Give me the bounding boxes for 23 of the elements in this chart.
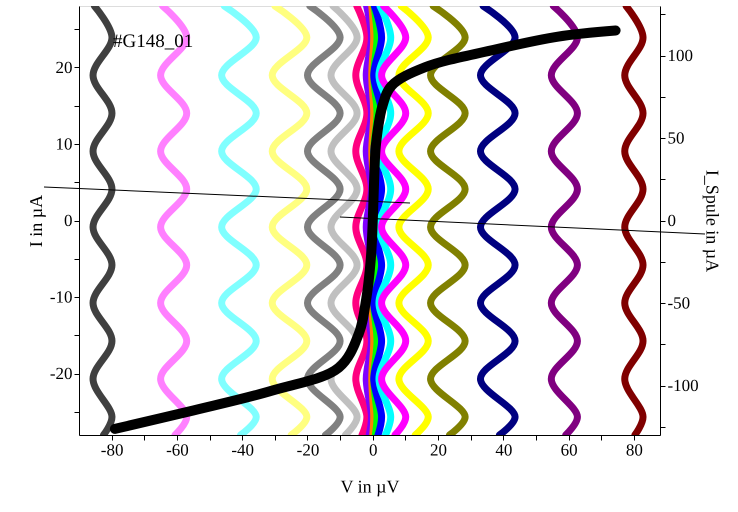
- x-tick-label: 0: [369, 440, 378, 460]
- y-tick-label: 20: [56, 58, 72, 77]
- y-tick-label: 0: [64, 211, 72, 230]
- y2-tick-label: 100: [668, 46, 693, 65]
- x-tick-label: 40: [495, 440, 512, 460]
- y2-tick-label: -50: [668, 294, 690, 312]
- y-axis-title: I in µA: [26, 194, 46, 248]
- x-axis-title: V in µV: [340, 476, 400, 496]
- x-tick-label: 20: [430, 440, 448, 460]
- x-tick-label: 80: [626, 440, 643, 460]
- annotation: #G148_01: [113, 31, 194, 52]
- y2-tick-label: -100: [668, 376, 699, 395]
- x-tick-label: -80: [100, 440, 124, 460]
- x-tick-label: -60: [166, 440, 189, 460]
- x-tick-label: -20: [296, 440, 320, 460]
- y-tick-label: -10: [50, 288, 72, 307]
- y2-tick-label: 0: [668, 211, 676, 230]
- x-tick-label: 60: [560, 440, 578, 460]
- y2-axis-title: I_Spule in µA: [702, 170, 723, 272]
- y-tick-label: -20: [50, 364, 72, 384]
- y2-tick-label: 50: [668, 128, 684, 148]
- x-tick-label: -40: [231, 440, 254, 460]
- y-tick-label: 10: [56, 134, 72, 154]
